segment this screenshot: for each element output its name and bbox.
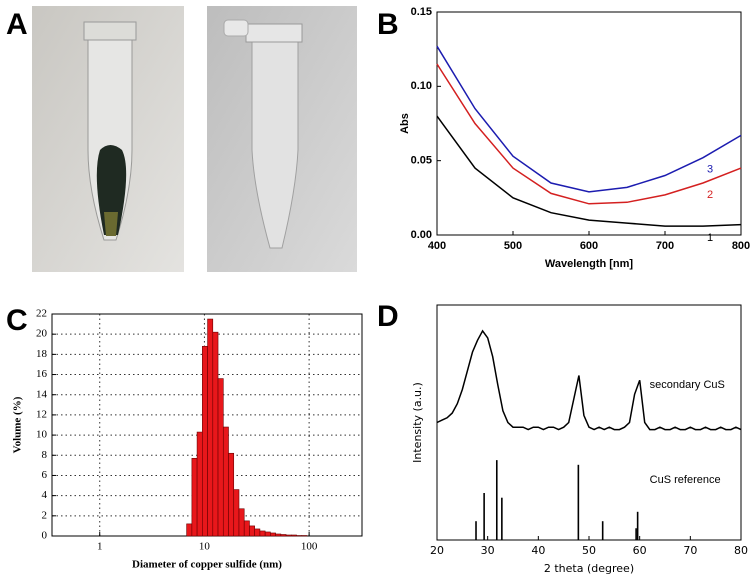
plot-frame xyxy=(436,304,742,541)
bar xyxy=(233,489,240,537)
y-tick-label: 0.10 xyxy=(411,80,432,92)
y-tick-label: 0.15 xyxy=(411,6,432,18)
y-tick-label: 16 xyxy=(36,368,48,380)
bar xyxy=(186,523,193,537)
bar xyxy=(301,535,308,537)
bar xyxy=(228,452,235,537)
x-tick-label: 70 xyxy=(683,544,697,557)
x-tick-label: 30 xyxy=(481,544,495,557)
y-tick-label: 0 xyxy=(42,530,48,542)
y-tick-label: 4 xyxy=(42,489,48,501)
bar xyxy=(285,534,292,537)
bar xyxy=(254,528,261,537)
series-label: secondary CuS xyxy=(650,379,725,391)
tube-cap xyxy=(83,21,137,41)
y-tick-label: 0.05 xyxy=(411,155,432,167)
x-tick-label: 400 xyxy=(428,240,446,252)
bar xyxy=(264,531,271,537)
y-tick-label: 0.00 xyxy=(411,229,432,241)
bar xyxy=(196,431,203,537)
bar xyxy=(291,534,297,537)
x-tick-label: 10 xyxy=(199,541,211,553)
bar xyxy=(222,426,229,537)
bar xyxy=(280,534,287,537)
series-line xyxy=(436,63,742,205)
x-tick-label: 500 xyxy=(504,240,522,252)
x-tick-label: 700 xyxy=(656,240,674,252)
bar xyxy=(212,331,219,537)
y-axis-label: Intensity (a.u.) xyxy=(411,382,424,463)
bar xyxy=(259,530,266,537)
bar xyxy=(191,457,198,537)
y-tick-label: 14 xyxy=(36,388,48,400)
tube xyxy=(251,39,299,249)
x-tick-label: 80 xyxy=(734,544,748,557)
x-axis-label: Diameter of copper sulfide (nm) xyxy=(132,559,282,571)
y-axis-label: Volume (%) xyxy=(12,396,24,453)
bar xyxy=(207,318,214,537)
y-tick-label: 22 xyxy=(36,308,47,320)
bar xyxy=(270,532,276,537)
tube-cap xyxy=(245,23,303,43)
bar xyxy=(243,520,250,537)
bar xyxy=(238,508,245,537)
bar xyxy=(275,533,282,537)
y-tick-label: 20 xyxy=(36,328,48,340)
y-tick-label: 10 xyxy=(36,429,48,441)
liquid-tip xyxy=(104,212,118,236)
x-axis-label: 2 theta (degree) xyxy=(544,562,634,575)
series-line xyxy=(436,45,742,193)
x-tick-label: 60 xyxy=(633,544,647,557)
x-tick-label: 600 xyxy=(580,240,598,252)
x-tick-label: 1 xyxy=(97,541,103,553)
panel-label: C xyxy=(6,304,28,337)
panel-label: B xyxy=(377,8,399,41)
series-label: 1 xyxy=(707,232,713,244)
x-tick-label: 40 xyxy=(531,544,545,557)
series-label: 2 xyxy=(707,189,713,201)
bar xyxy=(296,535,303,537)
bar xyxy=(249,525,255,537)
photo-panel xyxy=(32,6,357,272)
x-tick-label: 20 xyxy=(430,544,444,557)
panel-label: A xyxy=(6,8,28,41)
y-axis-label: Abs xyxy=(399,113,411,134)
series-line xyxy=(436,329,742,431)
y-tick-label: 8 xyxy=(42,449,48,461)
y-tick-label: 6 xyxy=(42,469,48,481)
x-tick-label: 800 xyxy=(732,240,750,252)
y-tick-label: 2 xyxy=(42,509,48,521)
series-line xyxy=(436,115,742,227)
y-tick-label: 12 xyxy=(36,408,47,420)
bar xyxy=(217,378,224,537)
x-tick-label: 100 xyxy=(301,541,318,553)
series-label: 3 xyxy=(707,164,713,176)
x-axis-label: Wavelength [nm] xyxy=(545,258,634,270)
bar xyxy=(202,345,208,537)
panel-label: D xyxy=(377,300,399,333)
plot-frame xyxy=(436,11,742,236)
x-tick-label: 50 xyxy=(582,544,596,557)
lid xyxy=(223,19,249,37)
y-tick-label: 18 xyxy=(36,348,48,360)
reference-label: CuS reference xyxy=(650,474,721,486)
